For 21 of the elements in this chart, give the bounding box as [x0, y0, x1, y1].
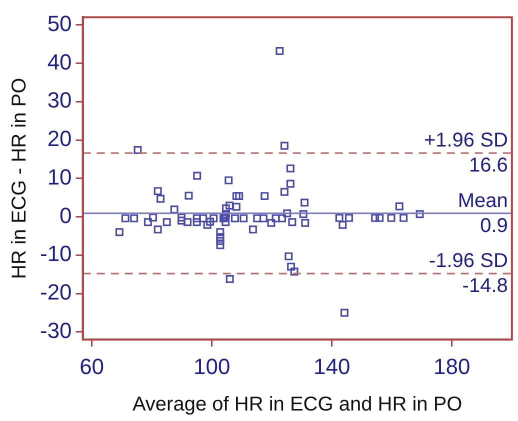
x-axis-title: Average of HR in ECG and HR in PO	[132, 394, 462, 416]
y-tick-label: -30	[40, 318, 72, 343]
ref-line-label: Mean	[458, 190, 508, 212]
x-tick-label: 100	[193, 354, 230, 379]
annotation: -14.8	[462, 275, 508, 298]
y-tick-label: 50	[47, 10, 72, 36]
y-tick-label: 10	[47, 164, 72, 190]
y-tick-label: 20	[47, 126, 72, 152]
y-tick-label: -20	[40, 280, 72, 305]
ref-line-label: -1.96 SD	[428, 250, 508, 272]
annotation: 0.9	[480, 214, 508, 237]
y-tick-label: 0	[60, 202, 72, 228]
x-tick-label: 180	[434, 354, 470, 379]
x-tick-label: 140	[313, 354, 350, 379]
x-tick-label: 60	[80, 354, 104, 379]
y-axis-title: HR in ECG - HR in PO	[8, 78, 31, 279]
y-tick-label: 40	[47, 49, 72, 74]
annotation: 16.6	[468, 154, 508, 177]
y-tick-label: -10	[40, 241, 72, 266]
ref-line-label: +1.96 SD	[424, 130, 508, 152]
y-tick-label: 30	[47, 88, 72, 113]
